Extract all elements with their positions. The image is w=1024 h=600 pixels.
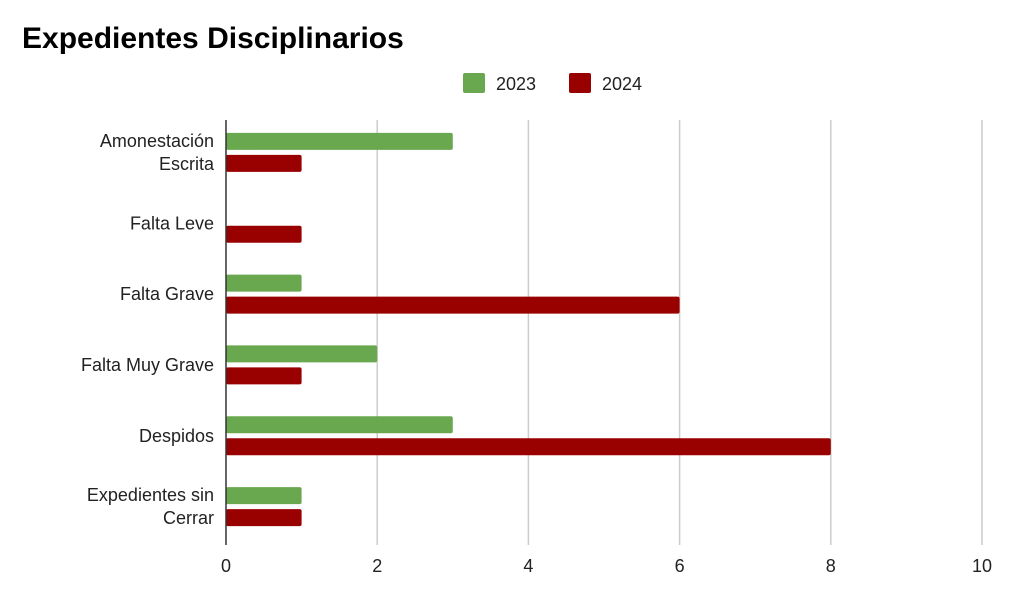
legend-swatch-2023 [463,73,485,93]
category-label-line: Amonestación [100,131,214,151]
chart-title: Expedientes Disciplinarios [22,22,404,55]
category-label: Falta Grave [120,284,214,304]
x-tick-label: 2 [372,556,382,576]
category-label-line: Escrita [159,154,215,174]
x-tick-labels: 0 2 4 6 8 10 [221,556,992,576]
category-labels: Amonestación Escrita Falta Leve Falta Grave… [81,131,215,528]
category-label-line: Falta Grave [120,284,214,304]
bar-2023 [226,487,302,505]
category-label-line: Cerrar [163,508,214,528]
bar-2023 [226,345,378,363]
bar-2024 [226,225,302,243]
category-label: Falta Leve [130,213,214,233]
category-label: Expedientes sin Cerrar [87,485,214,528]
bar-2024 [226,438,831,456]
category-label-line: Falta Muy Grave [81,355,214,375]
bar-2024 [226,154,302,172]
category-label-line: Expedientes sin [87,485,214,505]
bar-2024 [226,296,680,314]
x-tick-label: 0 [221,556,231,576]
legend-swatch-2024 [569,73,591,93]
x-tick-label: 6 [675,556,685,576]
legend-label-2024: 2024 [602,74,642,94]
bar-2023 [226,274,302,292]
bar-2023 [226,132,453,150]
legend: 2023 2024 [463,73,642,94]
bar-2023 [226,416,453,434]
x-tick-label: 4 [523,556,533,576]
bar-2024 [226,367,302,385]
bars [226,132,831,527]
category-label: Despidos [139,426,214,446]
category-label: Falta Muy Grave [81,355,214,375]
gridlines [376,120,983,545]
legend-label-2023: 2023 [496,74,536,94]
x-tick-label: 8 [826,556,836,576]
category-label-line: Despidos [139,426,214,446]
x-tick-label: 10 [972,556,992,576]
category-label-line: Falta Leve [130,213,214,233]
bar-2024 [226,509,302,527]
category-label: Amonestación Escrita [100,131,215,174]
